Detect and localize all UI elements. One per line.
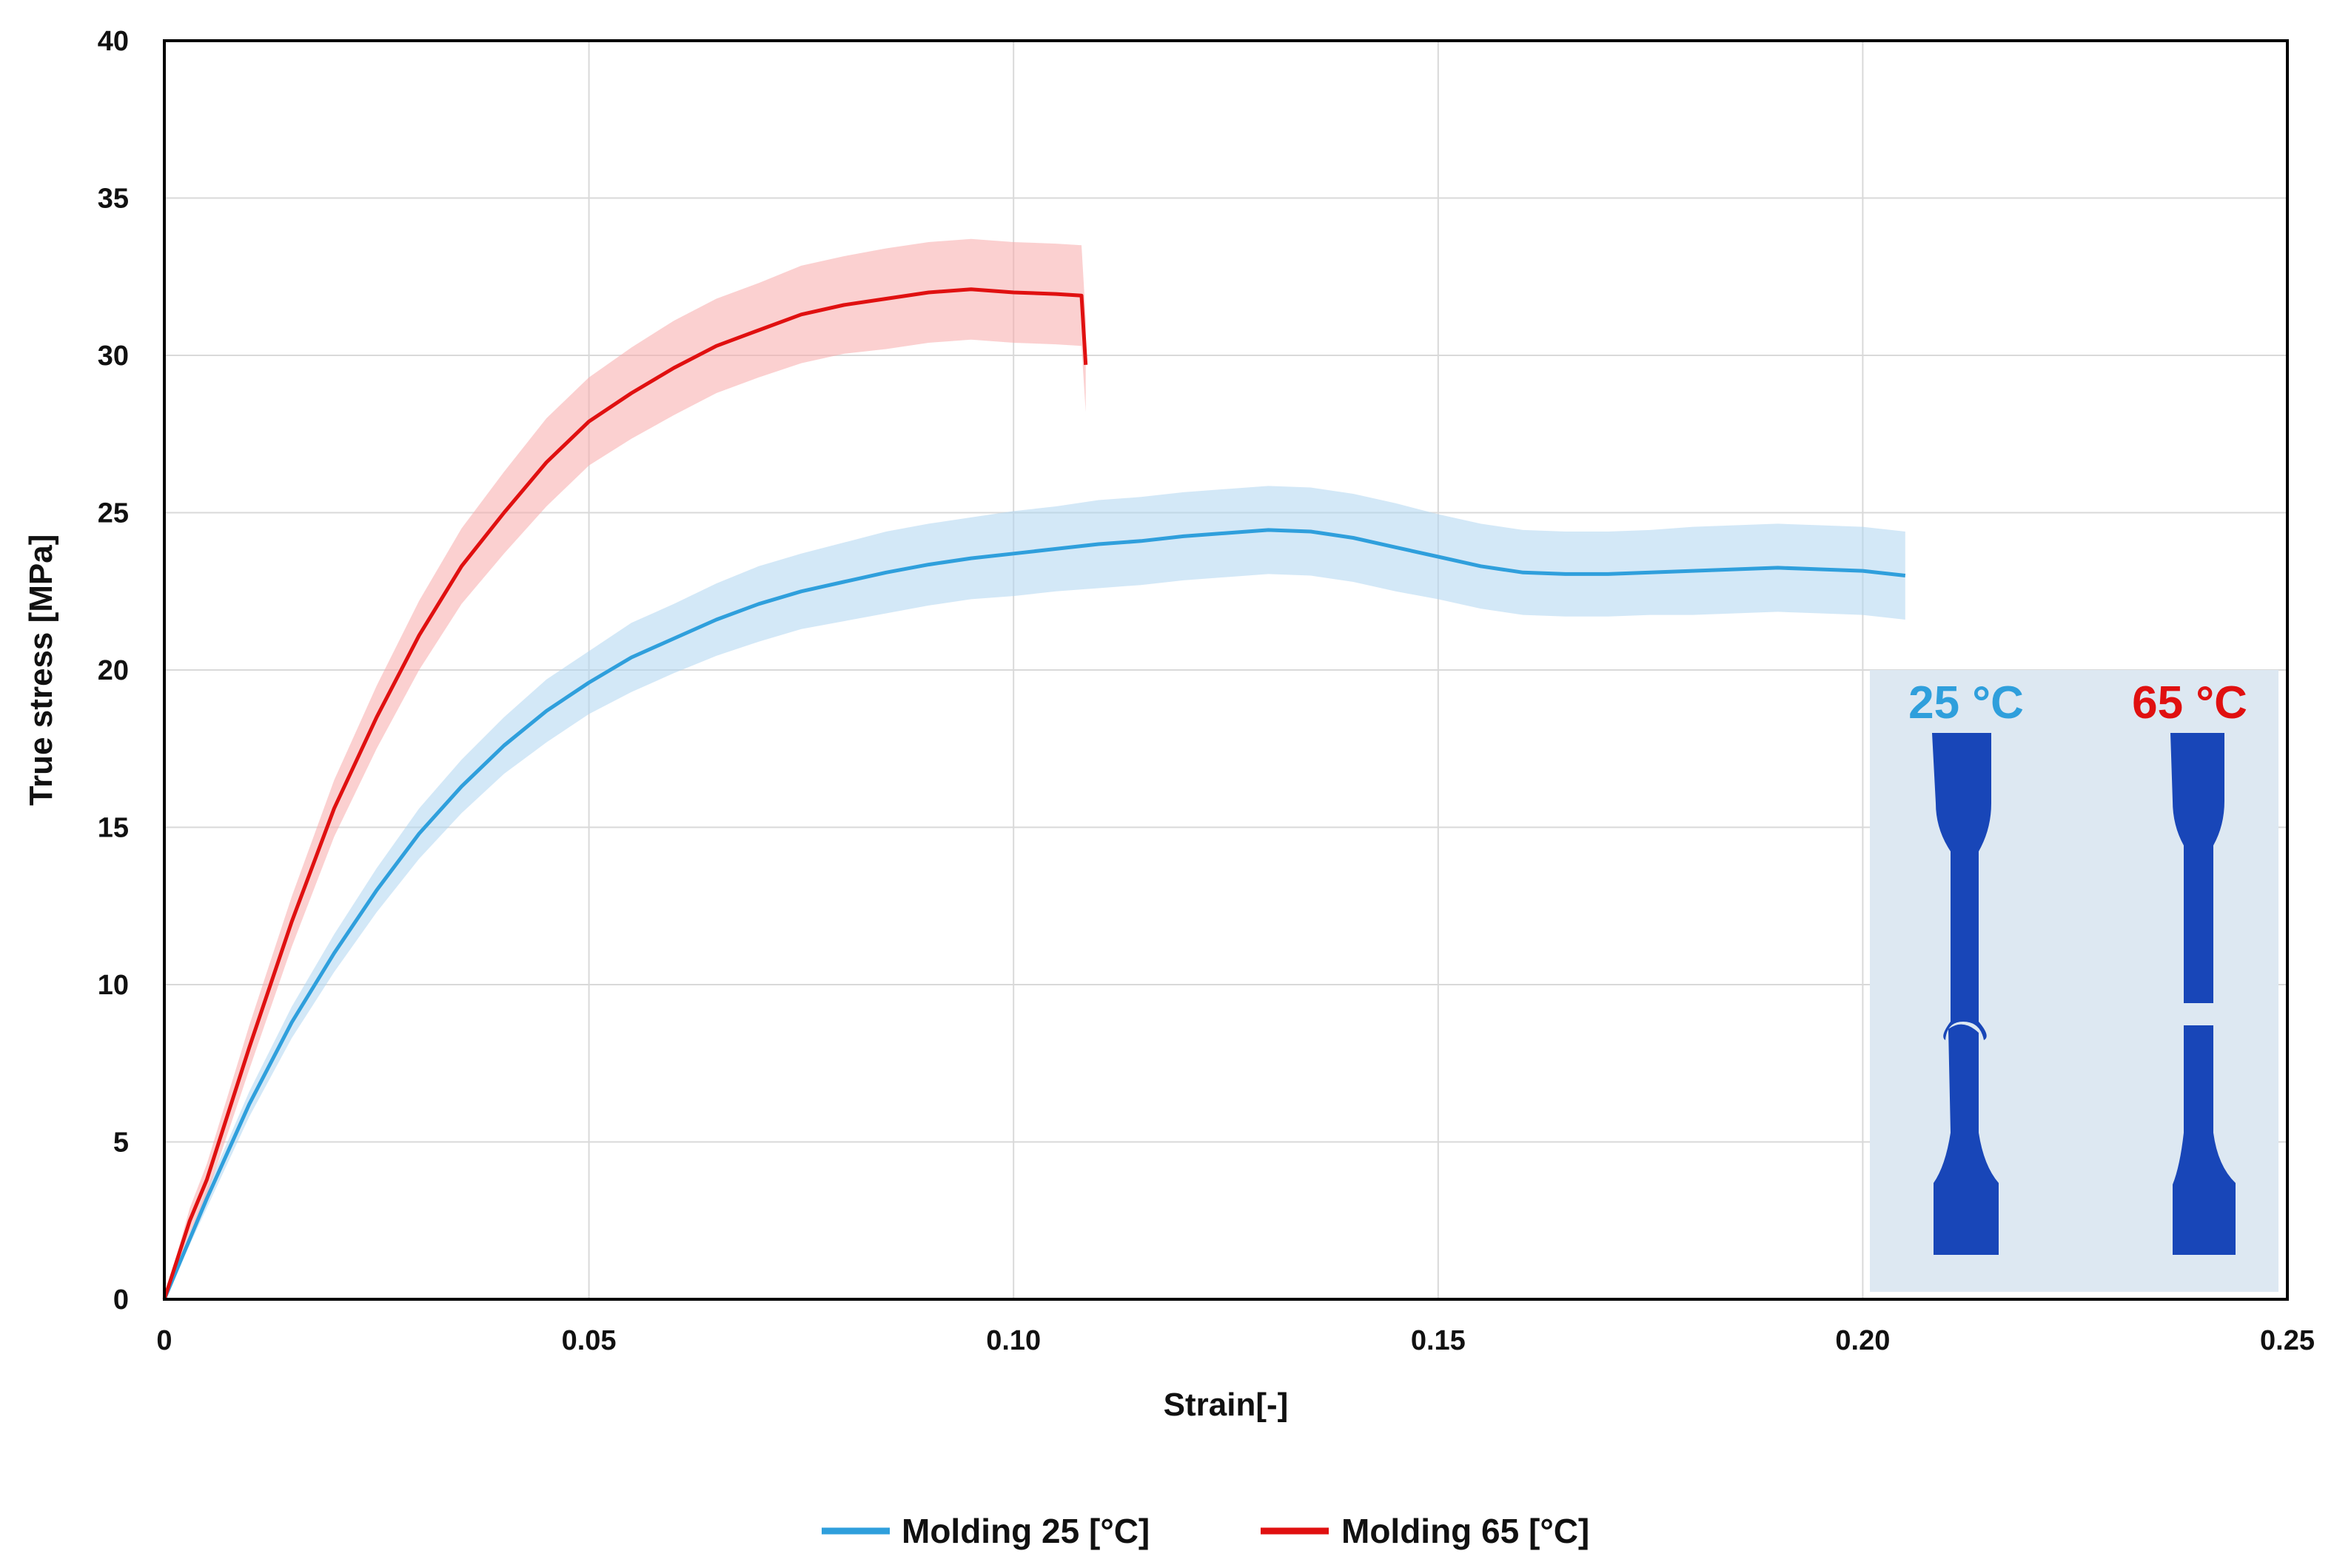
specimen-shape	[1934, 1024, 1999, 1255]
specimen-shape	[2173, 1025, 2236, 1255]
x-tick-label: 0.10	[986, 1325, 1041, 1356]
x-tick-label: 0.15	[1411, 1325, 1466, 1356]
y-tick-label: 0	[113, 1284, 129, 1316]
inset-label-65: 65 °C	[2132, 677, 2247, 728]
y-tick-label: 15	[98, 813, 129, 844]
error-band-65	[164, 238, 1086, 1299]
specimen-shape	[2170, 733, 2224, 1003]
series-line-25	[162, 528, 1906, 1300]
y-tick-label: 5	[113, 1128, 129, 1159]
series-lines	[162, 287, 1906, 1300]
legend: Molding 25 [°C] Molding 65 [°C]	[822, 1512, 1589, 1550]
specimen-shape	[1932, 733, 1991, 1040]
x-tick-label: 0.20	[1835, 1325, 1890, 1356]
y-tick-label: 25	[98, 498, 129, 529]
y-axis-ticks: 0 5 10 15 20 25 30 35 40	[98, 26, 129, 1316]
plot-area-frame	[163, 39, 2289, 1301]
y-axis-title: True stress [MPa]	[23, 535, 59, 806]
x-axis-ticks: 0 0.05 0.10 0.15 0.20 0.25	[156, 1325, 2315, 1356]
specimen-65-image	[2170, 733, 2236, 1255]
y-tick-label: 30	[98, 341, 129, 372]
specimen-25-image	[1932, 733, 1999, 1255]
specimen-photo-inset: 25 °C 65 °C	[1870, 670, 2278, 1292]
error-band-25	[164, 486, 1905, 1299]
series-line-65	[162, 287, 1088, 1300]
x-tick-label: 0.05	[562, 1325, 617, 1356]
error-bands	[164, 238, 1905, 1299]
y-tick-label: 35	[98, 184, 129, 215]
y-tick-label: 40	[98, 26, 129, 57]
y-tick-label: 20	[98, 655, 129, 686]
x-tick-label: 0	[156, 1325, 172, 1356]
x-axis-title: Strain[-]	[1164, 1387, 1289, 1423]
inset-label-25: 25 °C	[1908, 677, 2024, 728]
x-tick-label: 0.25	[2260, 1325, 2315, 1356]
legend-label-25: Molding 25 [°C]	[902, 1512, 1150, 1550]
y-tick-label: 10	[98, 970, 129, 1001]
legend-label-65: Molding 65 [°C]	[1341, 1512, 1589, 1550]
